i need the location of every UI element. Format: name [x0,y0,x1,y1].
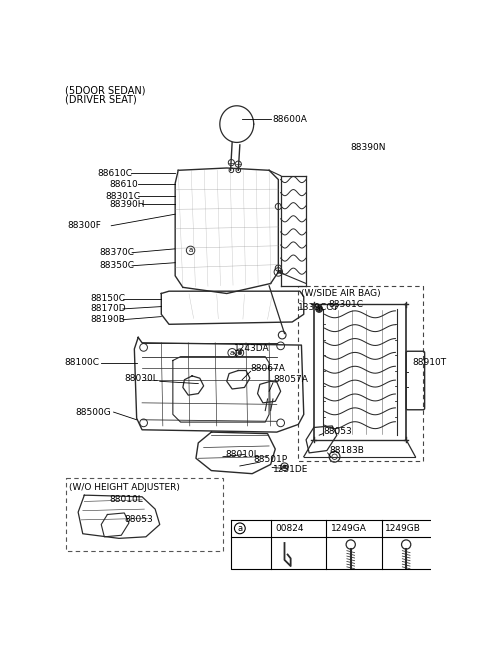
Text: 88190B: 88190B [90,315,125,324]
Text: 88067A: 88067A [251,363,286,373]
Text: 1339CC: 1339CC [299,303,334,312]
Text: 88010L: 88010L [225,450,259,459]
Text: 1243DA: 1243DA [234,344,269,354]
Text: 88390N: 88390N [350,143,385,152]
Text: 88053: 88053 [124,516,153,524]
Text: 88600A: 88600A [272,115,307,124]
Text: (5DOOR SEDAN): (5DOOR SEDAN) [65,85,145,95]
Text: 88301C: 88301C [328,300,363,308]
Text: a: a [189,248,192,254]
Text: 88500G: 88500G [75,408,111,416]
Circle shape [238,351,242,355]
Circle shape [316,305,323,312]
Text: 88301C: 88301C [106,192,141,201]
Text: 1249GA: 1249GA [331,524,367,533]
Text: a: a [276,269,280,275]
Text: 88150C: 88150C [90,295,125,303]
Text: 00824: 00824 [275,524,304,533]
Text: 88610: 88610 [109,179,138,189]
Text: 88910T: 88910T [412,358,446,367]
Text: 88100C: 88100C [64,358,99,367]
Text: a: a [237,524,242,533]
Text: 88350C: 88350C [100,261,135,270]
Text: 88300F: 88300F [67,221,101,230]
Circle shape [283,465,286,468]
Text: a: a [230,350,234,355]
Text: 88183B: 88183B [329,446,364,455]
Text: 88053: 88053 [323,427,352,436]
Text: 88170D: 88170D [90,305,126,313]
Text: (DRIVER SEAT): (DRIVER SEAT) [65,95,137,105]
Text: 88010L: 88010L [110,495,144,504]
Text: (W/O HEIGHT ADJUSTER): (W/O HEIGHT ADJUSTER) [69,483,180,492]
Text: 88501P: 88501P [254,455,288,464]
Text: 88610C: 88610C [97,169,132,178]
Text: 88370C: 88370C [100,248,135,258]
Text: 88057A: 88057A [273,375,308,384]
Text: (W/SIDE AIR BAG): (W/SIDE AIR BAG) [301,289,381,298]
Text: 1249GB: 1249GB [384,524,420,533]
Text: 88390H: 88390H [110,200,145,209]
Text: 88030L: 88030L [124,374,158,383]
Text: 1231DE: 1231DE [273,465,308,473]
